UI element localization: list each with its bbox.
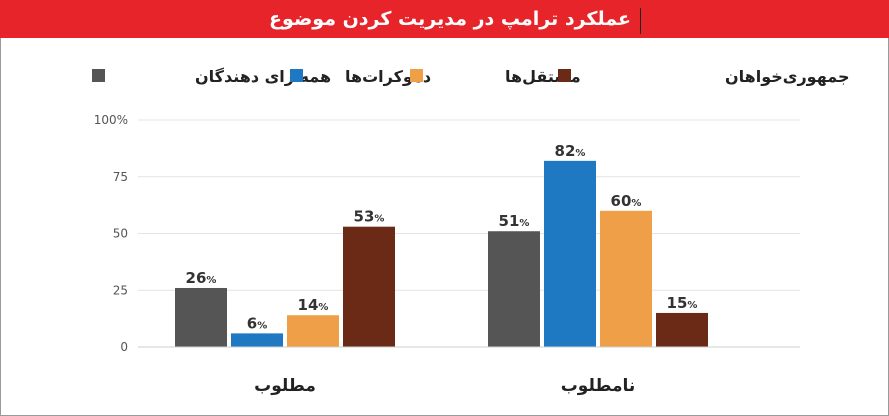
chart-title: عملکرد ترامپ در مدیریت کردن موضوع روسیه — [269, 8, 631, 58]
data-label: 26% — [186, 269, 217, 287]
y-tick-label: 25 — [113, 283, 128, 297]
text-cursor — [640, 8, 641, 34]
bar — [656, 312, 708, 347]
bar — [600, 210, 652, 347]
legend-label: جمهوری‌خواهان — [725, 67, 850, 86]
legend-swatch — [92, 69, 105, 82]
data-label: 82% — [555, 142, 586, 160]
bar — [175, 287, 227, 347]
legend-swatch — [558, 69, 571, 82]
data-label: 15% — [667, 294, 698, 312]
x-category-label: نامطلوب — [561, 376, 636, 396]
y-tick-label: 50 — [113, 227, 128, 241]
bar — [231, 333, 283, 347]
data-label: 60% — [611, 192, 642, 210]
bar — [488, 231, 540, 347]
y-tick-label: 75 — [113, 170, 128, 184]
y-tick-label: 0 — [120, 340, 128, 354]
bar — [544, 160, 596, 347]
legend-swatch — [290, 69, 303, 82]
data-label: 51% — [499, 212, 530, 230]
data-label: 6% — [247, 314, 267, 332]
y-tick-label: 100% — [94, 113, 128, 127]
title-bar: عملکرد ترامپ در مدیریت کردن موضوع روسیه — [0, 0, 889, 58]
data-label: 14% — [298, 296, 329, 314]
x-category-label: مطلوب — [254, 376, 316, 396]
bar — [287, 315, 339, 347]
data-label: 53% — [354, 208, 385, 226]
legend-label: دموکرات‌ها — [345, 67, 431, 86]
legend-swatch — [410, 69, 423, 82]
bar — [343, 226, 395, 347]
legend-label: همه رای دهندگان — [195, 67, 331, 86]
